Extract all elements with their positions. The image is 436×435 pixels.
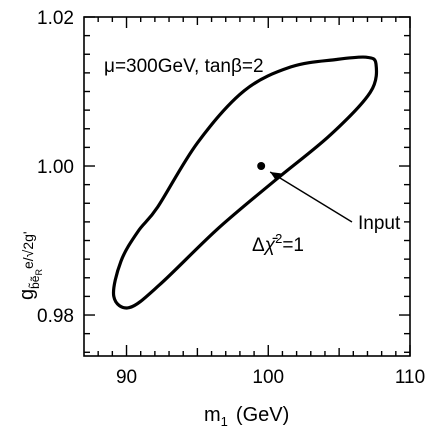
x-axis-ticks: 90 100 110 — [97, 17, 425, 388]
y-axis-ticks: 0.98 1.00 1.02 — [37, 8, 410, 353]
contour-label-sup: 2 — [275, 231, 282, 246]
x-axis-label-sub: 1 — [221, 414, 228, 429]
contour-label-eq: =1 — [282, 235, 304, 256]
x-axis-label: m1 (GeV) — [204, 404, 289, 429]
contour-label-chi: χ̄ — [263, 235, 278, 256]
y-tick-label: 1.02 — [37, 8, 74, 29]
x-tick-label: 100 — [252, 367, 284, 388]
y-axis-label-main: g — [16, 289, 38, 300]
plot-area-border — [83, 16, 411, 357]
plot-frame — [83, 16, 411, 357]
parameters-label: μ=300GeV, tanβ=2 — [104, 56, 264, 77]
x-tick-label: 110 — [395, 367, 425, 388]
input-arrow-head — [270, 172, 282, 182]
y-axis-label-subsub: R — [34, 269, 44, 276]
contour-label: Δχ̄2=1 — [252, 231, 304, 256]
x-tick-label: 90 — [116, 367, 137, 388]
input-label: Input — [358, 213, 401, 234]
y-axis-label: gb̃ẽRe/√2g' — [16, 231, 44, 300]
contour-label-delta: Δ — [252, 235, 265, 256]
x-axis-label-unit: (GeV) — [236, 404, 289, 426]
input-arrow-line — [269, 171, 353, 223]
y-axis-label-rest: e/√2g' — [20, 231, 36, 269]
y-axis-label-sub: b̃ẽ — [27, 275, 42, 289]
y-tick-label: 1.00 — [37, 157, 74, 178]
x-axis-label-main: m — [204, 404, 221, 426]
chi2-contour-curve — [111, 55, 379, 310]
input-point — [257, 162, 266, 171]
y-tick-label: 0.98 — [37, 306, 74, 327]
